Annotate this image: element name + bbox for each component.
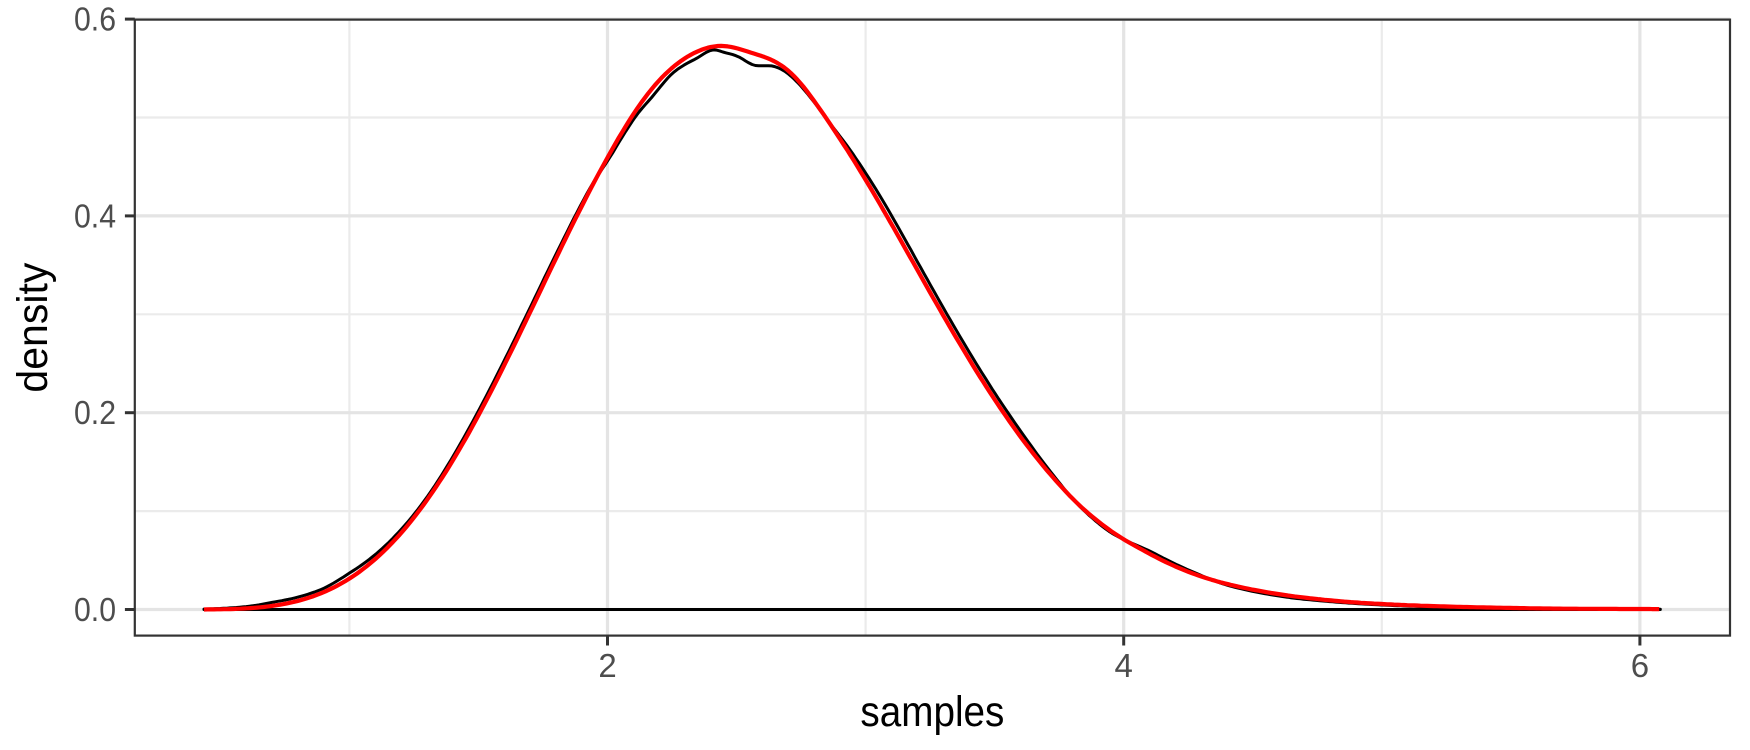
svg-text:2: 2 (598, 647, 616, 684)
svg-text:4: 4 (1115, 647, 1133, 684)
svg-text:0.0: 0.0 (74, 591, 116, 628)
svg-text:6: 6 (1631, 647, 1649, 684)
svg-text:0.6: 0.6 (74, 1, 116, 38)
svg-text:density: density (10, 262, 57, 393)
svg-text:0.4: 0.4 (74, 197, 116, 234)
svg-text:0.2: 0.2 (74, 394, 116, 431)
svg-text:samples: samples (860, 689, 1004, 736)
